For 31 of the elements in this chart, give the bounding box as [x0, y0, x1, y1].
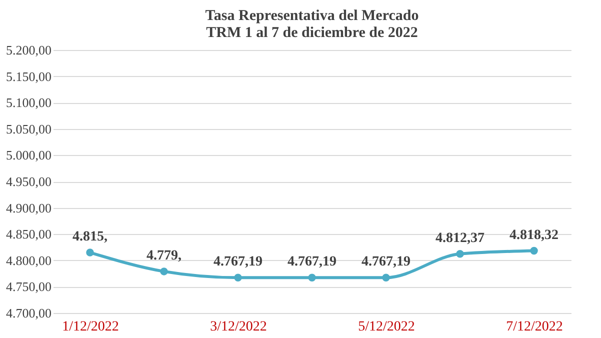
y-tick-label: 4.900,00 — [6, 200, 52, 216]
y-tick-label: 5.200,00 — [6, 42, 52, 58]
y-tick-label: 4.800,00 — [6, 252, 52, 268]
y-tick-label: 5.000,00 — [6, 148, 52, 163]
x-tick-label: 1/12/2022 — [62, 320, 119, 334]
data-label: 4.767,19 — [214, 254, 262, 270]
data-label: 4.779, — [146, 248, 182, 264]
data-label: 4.767,19 — [288, 254, 336, 270]
text: TRM 1 al 7 de diciembre de 2022 — [206, 25, 418, 41]
y-tick-label: 5.150,00 — [6, 68, 52, 84]
y-tick-label: 5.050,00 — [6, 121, 52, 136]
y-tick-label: 5.100,00 — [6, 95, 52, 110]
point — [86, 248, 94, 256]
point — [382, 274, 390, 282]
point — [234, 274, 242, 282]
point — [530, 246, 538, 255]
y-tick-label: 4.950,00 — [6, 174, 52, 189]
point — [160, 268, 168, 276]
point — [308, 274, 316, 282]
data-label: 4.812,37 — [436, 230, 484, 246]
x-tick-label: 7/12/2022 — [506, 320, 563, 334]
data-label: 4.815, — [72, 230, 108, 245]
y-tick-label: 4.850,00 — [6, 226, 52, 242]
data-label: 4.767,19 — [362, 254, 410, 270]
x-tick-label: 5/12/2022 — [358, 320, 415, 334]
y-tick-label: 4.700,00 — [6, 306, 52, 320]
point — [456, 250, 464, 258]
data-label: 4.818,32 — [510, 228, 558, 243]
y-tick-label: 4.750,00 — [6, 279, 52, 294]
x-tick-label: 3/12/2022 — [210, 320, 267, 334]
text: Tasa Representativa del Mercado — [205, 8, 419, 24]
